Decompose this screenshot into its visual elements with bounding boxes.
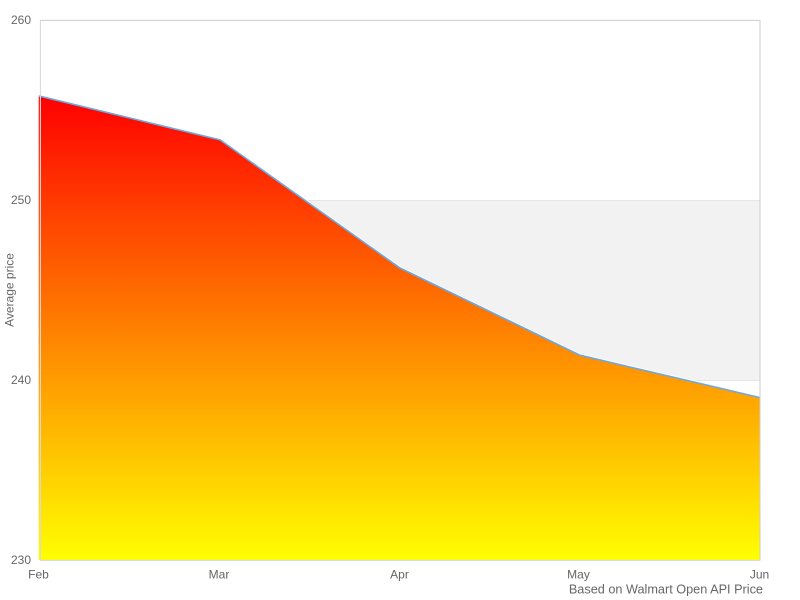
svg-text:Based on Walmart Open API Pric: Based on Walmart Open API Price (569, 583, 763, 597)
svg-text:260: 260 (11, 13, 31, 27)
svg-text:250: 250 (11, 193, 31, 207)
svg-text:Mar: Mar (209, 568, 230, 582)
svg-text:230: 230 (11, 553, 31, 567)
svg-text:May: May (567, 568, 590, 582)
svg-text:Average price: Average price (2, 253, 16, 327)
svg-text:Apr: Apr (390, 568, 409, 582)
svg-text:240: 240 (11, 373, 31, 387)
svg-text:Feb: Feb (28, 568, 49, 582)
svg-text:Jun: Jun (750, 568, 769, 582)
